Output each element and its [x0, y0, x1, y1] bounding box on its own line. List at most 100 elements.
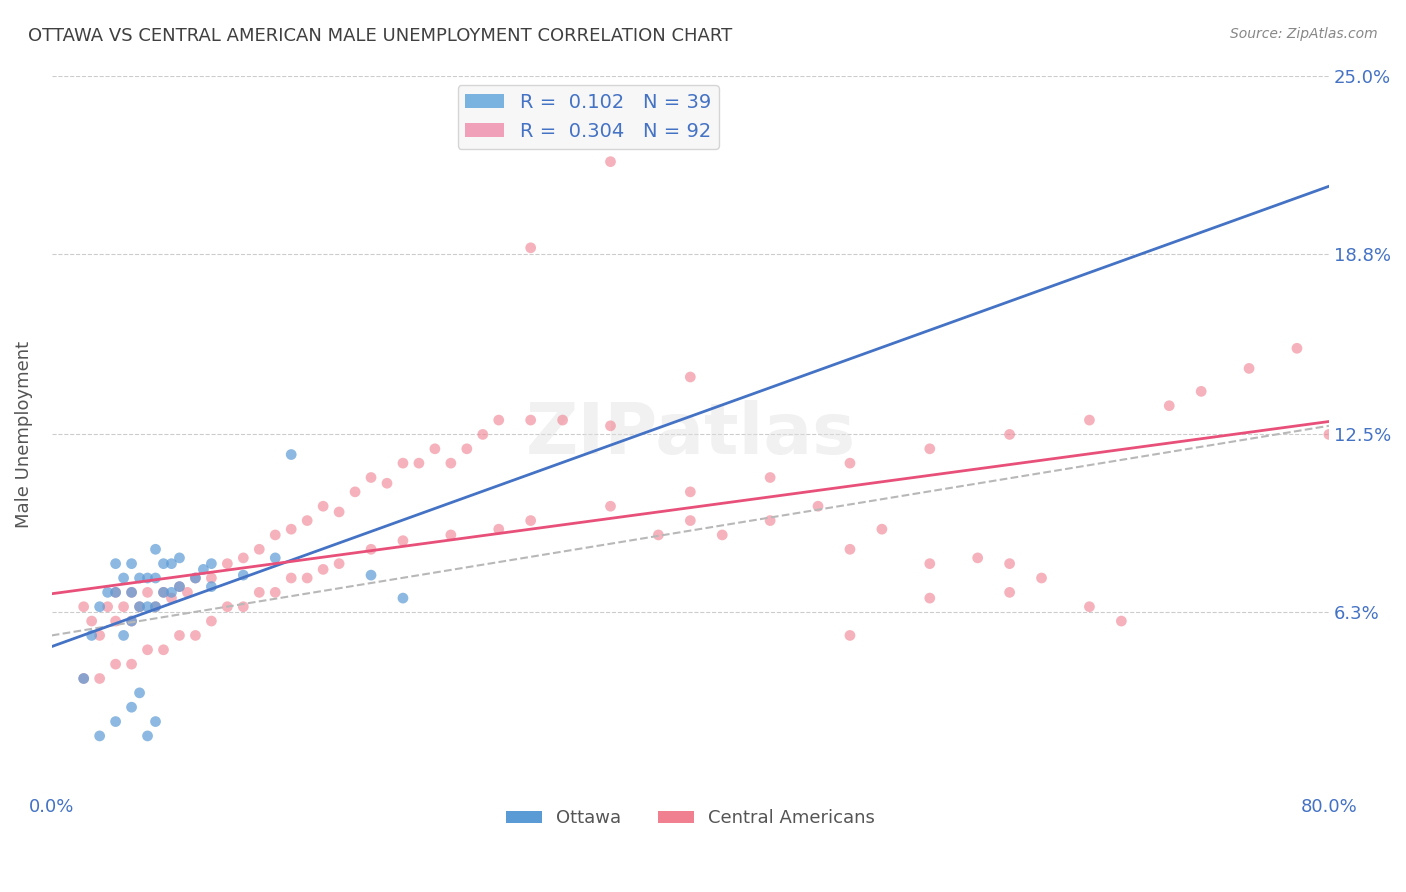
Point: [136, 729, 159, 743]
Point: [121, 585, 143, 599]
Point: [1078, 413, 1101, 427]
Point: [121, 557, 143, 571]
Point: [328, 505, 350, 519]
Point: [160, 557, 183, 571]
Point: [104, 585, 127, 599]
Point: [599, 154, 621, 169]
Point: [312, 500, 335, 514]
Point: [264, 528, 287, 542]
Point: [160, 585, 183, 599]
Point: [169, 628, 191, 642]
Point: [169, 550, 191, 565]
Point: [295, 514, 318, 528]
Point: [392, 456, 415, 470]
Point: [217, 599, 239, 614]
Point: [145, 542, 167, 557]
Point: [679, 514, 702, 528]
Point: [1159, 399, 1181, 413]
Point: [647, 528, 669, 542]
Point: [128, 686, 150, 700]
Point: [136, 642, 159, 657]
Point: [232, 568, 254, 582]
Legend: Ottawa, Central Americans: Ottawa, Central Americans: [499, 802, 882, 835]
Point: [97, 599, 120, 614]
Point: [128, 599, 150, 614]
Point: [112, 571, 135, 585]
Point: [152, 557, 174, 571]
Point: [217, 557, 239, 571]
Point: [112, 599, 135, 614]
Point: [759, 514, 782, 528]
Point: [440, 456, 463, 470]
Text: OTTAWA VS CENTRAL AMERICAN MALE UNEMPLOYMENT CORRELATION CHART: OTTAWA VS CENTRAL AMERICAN MALE UNEMPLOY…: [28, 27, 733, 45]
Point: [145, 571, 167, 585]
Point: [89, 672, 111, 686]
Point: [1111, 614, 1133, 628]
Point: [97, 585, 120, 599]
Point: [392, 533, 415, 548]
Point: [295, 571, 318, 585]
Point: [488, 522, 510, 536]
Point: [966, 550, 988, 565]
Point: [839, 542, 862, 557]
Point: [89, 628, 111, 642]
Point: [152, 642, 174, 657]
Point: [104, 614, 127, 628]
Point: [918, 591, 941, 606]
Point: [998, 427, 1021, 442]
Point: [200, 571, 222, 585]
Point: [112, 628, 135, 642]
Point: [280, 522, 302, 536]
Point: [599, 418, 621, 433]
Point: [104, 585, 127, 599]
Point: [73, 672, 96, 686]
Point: [121, 585, 143, 599]
Point: [104, 657, 127, 672]
Point: [918, 442, 941, 456]
Point: [375, 476, 398, 491]
Point: [121, 614, 143, 628]
Point: [360, 568, 382, 582]
Point: [280, 571, 302, 585]
Point: [169, 580, 191, 594]
Point: [184, 628, 207, 642]
Point: [80, 614, 103, 628]
Point: [200, 580, 222, 594]
Point: [104, 557, 127, 571]
Point: [80, 628, 103, 642]
Point: [807, 500, 830, 514]
Point: [104, 714, 127, 729]
Point: [89, 729, 111, 743]
Point: [176, 585, 198, 599]
Point: [280, 448, 302, 462]
Point: [136, 571, 159, 585]
Point: [1285, 341, 1308, 355]
Point: [200, 557, 222, 571]
Point: [870, 522, 893, 536]
Point: [360, 470, 382, 484]
Point: [551, 413, 574, 427]
Point: [121, 614, 143, 628]
Point: [1317, 427, 1340, 442]
Text: Source: ZipAtlas.com: Source: ZipAtlas.com: [1230, 27, 1378, 41]
Point: [519, 241, 541, 255]
Point: [264, 550, 287, 565]
Point: [679, 370, 702, 384]
Point: [232, 599, 254, 614]
Point: [121, 700, 143, 714]
Point: [73, 672, 96, 686]
Point: [1237, 361, 1260, 376]
Point: [328, 557, 350, 571]
Point: [408, 456, 430, 470]
Point: [128, 571, 150, 585]
Point: [145, 599, 167, 614]
Point: [423, 442, 446, 456]
Point: [145, 599, 167, 614]
Point: [471, 427, 494, 442]
Point: [918, 557, 941, 571]
Point: [679, 484, 702, 499]
Point: [136, 585, 159, 599]
Point: [998, 585, 1021, 599]
Point: [344, 484, 367, 499]
Point: [128, 599, 150, 614]
